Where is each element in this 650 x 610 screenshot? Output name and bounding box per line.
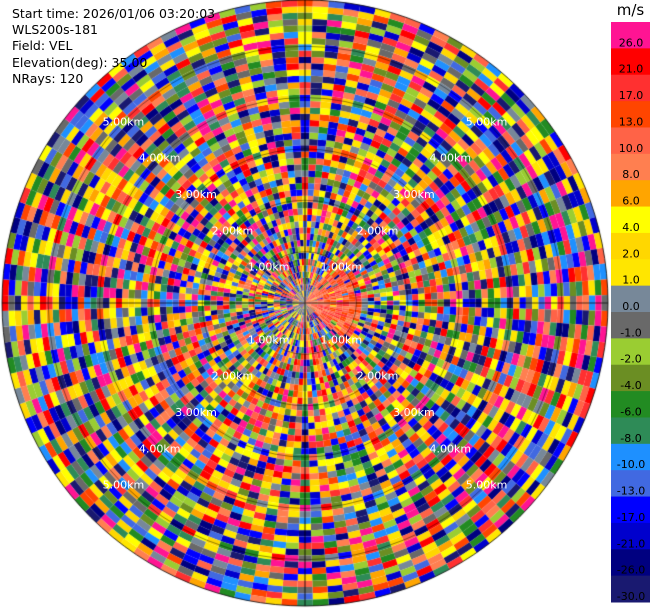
colorbar-tick-label: -4.0 xyxy=(620,379,641,392)
colorbar-swatch xyxy=(611,338,650,366)
colorbar-tick-label: -1.0 xyxy=(620,326,641,339)
colorbar-tick-label: -17.0 xyxy=(617,511,645,524)
colorbar-swatch xyxy=(611,496,650,524)
colorbar-swatch xyxy=(611,22,650,49)
colorbar-swatch xyxy=(611,549,650,577)
colorbar-tick-label: 1.0 xyxy=(622,274,640,287)
field-label: Field: VEL xyxy=(12,38,73,54)
ppi-velocity-plot xyxy=(0,0,611,610)
colorbar-tick-label: -21.0 xyxy=(617,537,645,550)
colorbar-unit-label: m/s xyxy=(616,1,645,19)
colorbar-tick-label: -13.0 xyxy=(617,485,645,498)
colorbar-swatch xyxy=(611,180,650,208)
colorbar-swatch xyxy=(611,364,650,392)
colorbar-scale: 26.0 21.0 17.0 13.0 10.0 8.0 6.0 4.0 2.0 1.0 0.0 -1… xyxy=(611,22,650,603)
colorbar-tick-label: 26.0 xyxy=(619,36,644,49)
colorbar-swatch xyxy=(611,417,650,445)
colorbar-tick-label: -30.0 xyxy=(617,590,645,603)
colorbar-tick-label: -6.0 xyxy=(620,405,641,418)
colorbar-tick-label: 0.0 xyxy=(622,300,640,313)
colorbar: m/s 26.0 21.0 17.0 13.0 10.0 8.0 6.0 4.0 2.0 1.0 0… xyxy=(611,0,650,610)
plot-info-panel: Start time: 2026/01/06 03:20:03 WLS200s-… xyxy=(12,6,215,87)
colorbar-swatch xyxy=(611,101,650,128)
elevation-label: Elevation(deg): 35.00 xyxy=(12,54,148,70)
colorbar-swatch xyxy=(611,74,650,102)
colorbar-swatch xyxy=(611,285,650,313)
site-label: WLS200s-181 xyxy=(12,22,98,38)
colorbar-swatch xyxy=(611,312,650,339)
colorbar-tick-label: 10.0 xyxy=(619,142,644,155)
colorbar-swatch xyxy=(611,127,650,155)
colorbar-tick-label: 6.0 xyxy=(622,195,640,208)
colorbar-tick-label: 8.0 xyxy=(622,168,640,181)
colorbar-swatch xyxy=(611,259,650,287)
colorbar-swatch xyxy=(611,391,650,418)
colorbar-swatch xyxy=(611,575,650,603)
colorbar-tick-label: 21.0 xyxy=(619,63,644,76)
colorbar-tick-label: -10.0 xyxy=(617,458,645,471)
colorbar-tick-label: -8.0 xyxy=(620,432,641,445)
colorbar-swatch xyxy=(611,470,650,498)
colorbar-tick-label: 13.0 xyxy=(619,115,644,128)
colorbar-swatch xyxy=(611,522,650,550)
colorbar-tick-label: -2.0 xyxy=(620,353,641,366)
colorbar-swatch xyxy=(611,153,650,181)
colorbar-swatch xyxy=(611,206,650,234)
colorbar-swatch xyxy=(611,232,650,260)
colorbar-tick-label: 17.0 xyxy=(619,89,644,102)
colorbar-swatch xyxy=(611,443,650,471)
colorbar-tick-label: 4.0 xyxy=(622,221,640,234)
colorbar-tick-label: 2.0 xyxy=(622,247,640,260)
nrays-label: NRays: 120 xyxy=(12,70,84,86)
colorbar-swatch xyxy=(611,48,650,76)
start-time-label: Start time: 2026/01/06 03:20:03 xyxy=(12,6,216,21)
colorbar-tick-label: -26.0 xyxy=(617,564,645,577)
